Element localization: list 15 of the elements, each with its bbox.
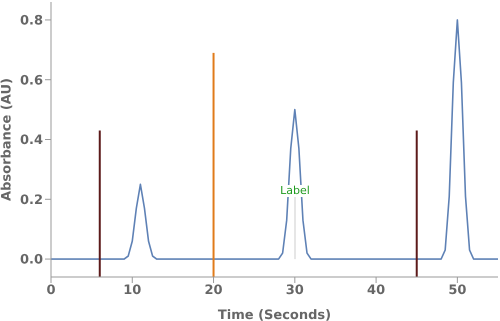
y-tick-label: 0.8: [20, 14, 43, 29]
annotation: Label: [279, 184, 311, 197]
y-tick-label: 0.4: [20, 133, 43, 148]
x-axis-title: Time (Seconds): [218, 308, 332, 321]
x-tick-label: 40: [367, 283, 386, 298]
x-tick-label: 50: [448, 283, 466, 298]
y-tick-label: 0.0: [20, 252, 43, 268]
x-tick-label: 10: [123, 283, 142, 298]
x-tick-label: 30: [286, 283, 304, 298]
y-axis-title: Absorbance (AU): [0, 78, 15, 201]
y-tick-label: 0.2: [20, 192, 43, 208]
x-tick-label: 0: [46, 283, 56, 298]
y-tick-label: 0.6: [20, 73, 43, 88]
x-tick-label: 20: [204, 283, 223, 298]
line-series: [51, 19, 498, 260]
